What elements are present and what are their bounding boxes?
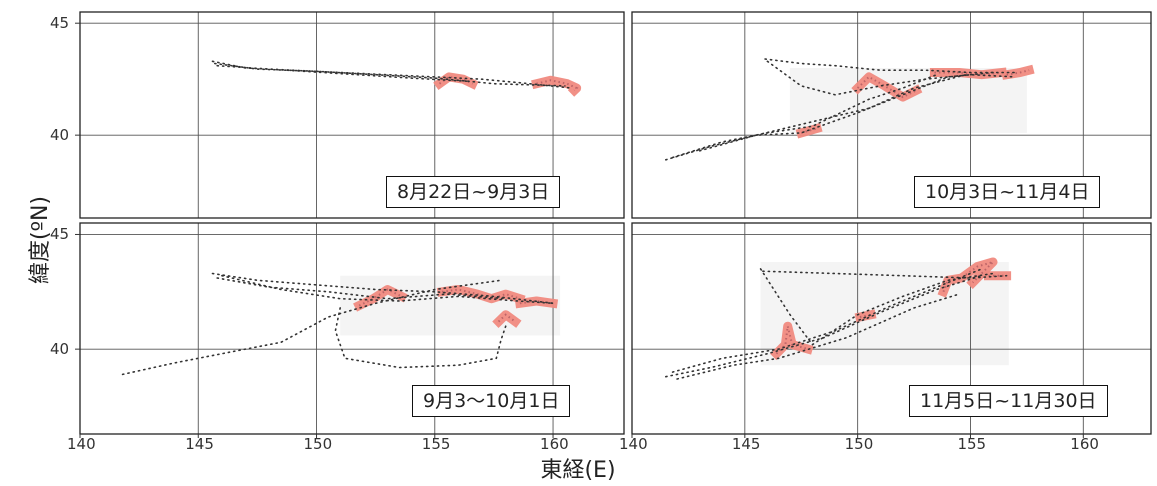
vessel-track — [759, 268, 994, 346]
vessel-track — [334, 307, 507, 369]
x-tick-label: 140 — [619, 435, 648, 453]
panel-plot-area — [80, 223, 624, 434]
map-panel-1 — [75, 11, 625, 219]
x-tick-label: 145 — [731, 435, 761, 453]
catch-area-detail — [1006, 69, 1030, 76]
x-tick-label: 145 — [185, 435, 214, 453]
x-tick-label: 160 — [1070, 435, 1099, 453]
y-tick-label: 40 — [50, 340, 70, 359]
catch-area — [1001, 64, 1035, 80]
vessel-track — [762, 270, 1008, 279]
vessel-track — [121, 279, 502, 376]
panel-plot-area — [632, 223, 1151, 434]
vessel-track — [216, 277, 507, 300]
period-label: 9月3～10月1日 — [412, 385, 571, 417]
vessel-track — [214, 62, 566, 87]
catch-area-detail — [536, 79, 579, 92]
y-tick-label: 40 — [50, 126, 70, 145]
x-tick-label: 150 — [303, 435, 333, 453]
vessel-track — [221, 274, 554, 305]
catch-area-detail — [800, 127, 818, 134]
x-axis-label: 東経(E) — [540, 458, 616, 483]
panel-frame — [631, 11, 1152, 219]
catch-area — [851, 72, 923, 102]
vessel-track — [665, 274, 983, 378]
panel-frame — [631, 222, 1152, 435]
panel-plot-area — [80, 12, 624, 218]
x-tick-label: 160 — [540, 435, 569, 453]
map-panel-2 — [631, 11, 1152, 219]
period-label: 10月3日~11月4日 — [914, 176, 1101, 208]
vessel-track — [665, 71, 994, 161]
x-tick-label: 150 — [844, 435, 874, 453]
map-panel-4 — [631, 222, 1152, 438]
panel-plot-area — [632, 12, 1151, 218]
y-tick-label: 45 — [50, 225, 70, 244]
catch-area-detail — [441, 288, 521, 300]
vessel-track — [211, 272, 554, 305]
panel-frame — [79, 11, 625, 219]
catch-area-detail — [358, 288, 403, 307]
vessel-track — [671, 268, 983, 373]
vessel-track — [676, 293, 960, 380]
y-tick-label: 45 — [50, 14, 70, 33]
survey-region — [789, 67, 1027, 133]
catch-area-detail — [934, 71, 1003, 76]
catch-area-detail — [942, 259, 997, 293]
x-tick-label: 155 — [421, 435, 451, 453]
panel-frame — [79, 222, 625, 435]
vessel-track — [698, 73, 967, 152]
catch-area-detail — [497, 313, 516, 323]
vessel-track — [764, 58, 1017, 74]
map-panel-3 — [75, 222, 625, 438]
x-tick-label: 140 — [67, 435, 96, 453]
period-label: 11月5日~11月30日 — [909, 385, 1108, 417]
x-tick-label: 155 — [957, 435, 987, 453]
period-label: 8月22日~9月3日 — [386, 176, 561, 208]
